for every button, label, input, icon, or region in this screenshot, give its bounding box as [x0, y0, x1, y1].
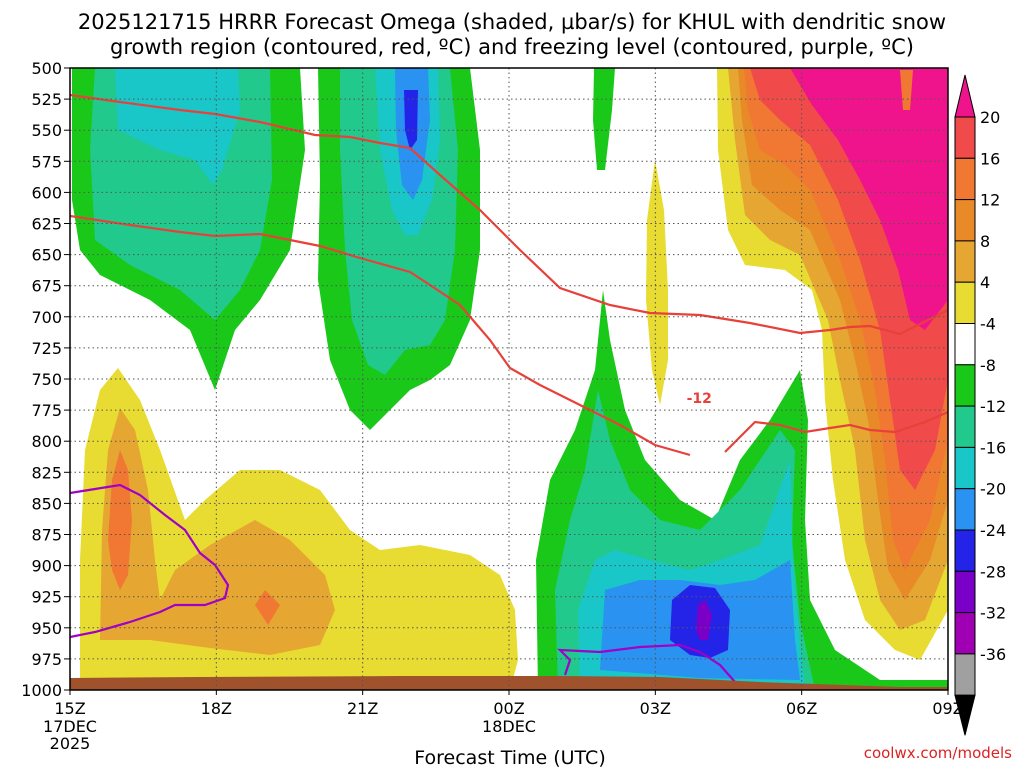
colorbar-swatch: [954, 199, 976, 242]
y-tick-label: 700: [31, 308, 62, 327]
colorbar-swatch: [954, 281, 976, 325]
dgz-contour-bottom: [70, 214, 691, 457]
contour-label: -12: [687, 391, 712, 407]
chart-title-line1: 2025121715 HRRR Forecast Omega (shaded, …: [78, 10, 946, 34]
omega-region-pos8: [100, 408, 335, 655]
x-tick-label: 03Z: [640, 699, 671, 718]
x-tick-sublabel: 18DEC: [482, 717, 536, 736]
x-tick-label: 00Z: [493, 699, 524, 718]
y-tick-label: 625: [31, 215, 62, 234]
y-tick-label: 650: [31, 246, 62, 265]
colorbar-max-triangle: [954, 74, 976, 118]
y-tick-label: 750: [31, 370, 62, 389]
x-axis-label: Forecast Time (UTC): [414, 747, 605, 768]
colorbar-swatch: [954, 653, 976, 696]
y-tick-label: 1000: [21, 681, 62, 700]
colorbar-swatch: [954, 570, 976, 614]
colorbar-swatch: [954, 323, 976, 366]
dgz-contour-top: [70, 93, 948, 336]
y-tick-label: 875: [31, 526, 62, 545]
omega-region-neg20: [404, 90, 418, 150]
y-tick-label: 725: [31, 339, 62, 358]
omega-region-pos-max: [790, 68, 948, 330]
y-tick-label: 600: [31, 183, 62, 202]
colorbar-label: 12: [980, 191, 1000, 210]
colorbar-swatch: [954, 612, 976, 655]
freezing-level-contour-right: [557, 643, 736, 683]
dgz-contour-bottom-right: [724, 410, 948, 453]
colorbar-label: -28: [980, 562, 1006, 581]
y-tick-label: 900: [31, 557, 62, 576]
colorbar-swatch: [954, 405, 976, 448]
colorbar-min-triangle: [954, 694, 976, 736]
colorbar-label: 16: [980, 149, 1000, 168]
colorbar-label: -4: [980, 315, 996, 334]
x-tick-label: 18Z: [201, 699, 232, 718]
y-tick-label: 575: [31, 152, 62, 171]
y-tick-label: 800: [31, 432, 62, 451]
x-tick-sublabel: 17DEC: [43, 717, 97, 736]
freezing-level-contour-left: [70, 483, 230, 639]
y-tick-label: 675: [31, 277, 62, 296]
colorbar-swatch: [954, 446, 976, 490]
colorbar-label: -16: [980, 438, 1006, 457]
x-tick-label: 06Z: [786, 699, 817, 718]
colorbar-label: -36: [980, 645, 1006, 664]
colorbar-label: 20: [980, 108, 1000, 127]
y-tick-label: 550: [31, 121, 62, 140]
credit-text: coolwx.com/models: [864, 744, 1012, 762]
plot-area: [70, 68, 948, 690]
colorbar-label: -8: [980, 356, 996, 375]
colorbar-label: -12: [980, 397, 1006, 416]
x-tick-label: 15Z: [54, 699, 85, 718]
omega-region-neg4: [593, 68, 615, 170]
omega-region-pos16: [900, 70, 913, 110]
y-tick-label: 500: [31, 59, 62, 78]
colorbar-label: -20: [980, 480, 1006, 499]
colorbar: 20 16 12 8 4 -4 -8 -12 -16 -20 -24 -28 -32 -36: [954, 74, 1006, 736]
chart-title-line2: growth region (contoured, red, ºC) and f…: [110, 35, 914, 59]
colorbar-swatch: [954, 364, 976, 407]
omega-region-neg12: [115, 68, 240, 185]
y-tick-label: 950: [31, 619, 62, 638]
y-tick-label: 825: [31, 463, 62, 482]
grid-lines: [70, 68, 948, 690]
x-tick-label: 21Z: [347, 699, 378, 718]
colorbar-label: -32: [980, 604, 1006, 623]
omega-region-pos12: [255, 590, 280, 625]
colorbar-label: 8: [980, 232, 990, 251]
colorbar-label: -24: [980, 521, 1006, 540]
omega-region-neg24: [696, 600, 712, 640]
y-tick-label: 525: [31, 90, 62, 109]
colorbar-swatch: [954, 240, 976, 283]
colorbar-label: 4: [980, 273, 990, 292]
omega-region-pos4: [646, 160, 668, 405]
colorbar-swatch: [954, 488, 976, 531]
y-tick-label: 975: [31, 650, 62, 669]
colorbar-swatch: [954, 116, 976, 159]
x-tick-label: 09Z: [932, 699, 963, 718]
y-tick-label: 850: [31, 494, 62, 513]
x-tick-sublabel: 2025: [50, 734, 91, 753]
y-tick-label: 925: [31, 588, 62, 607]
y-tick-label: 775: [31, 401, 62, 420]
colorbar-swatch: [954, 529, 976, 572]
ground-terrain: [70, 676, 948, 690]
colorbar-swatch: [954, 157, 976, 201]
contour-labels: -12: [687, 391, 712, 407]
y-axis: 500 525 550 575 600 625 650 675 700 725 750 775 800 8…: [21, 59, 70, 700]
